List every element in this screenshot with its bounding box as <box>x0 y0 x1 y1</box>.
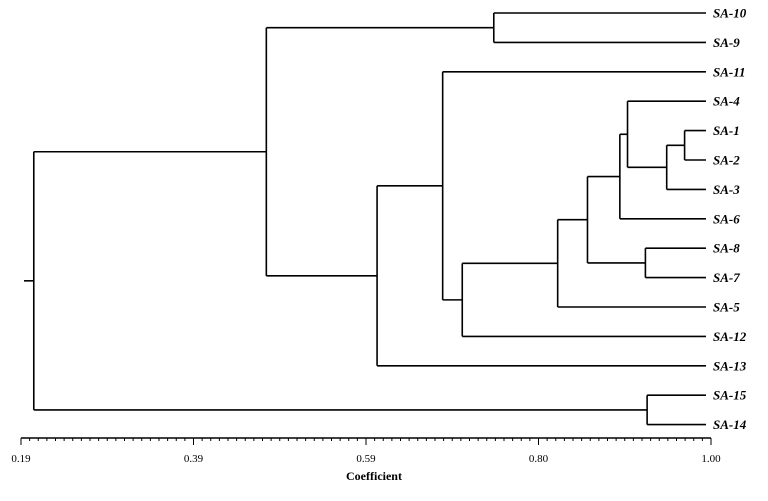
leaf-label: SA-9 <box>713 35 740 50</box>
tick-label: 0.80 <box>529 453 549 465</box>
x-axis: 0.19 0.39 0.59 0.80 1.00 Coefficient <box>11 437 721 483</box>
leaf-label: SA-13 <box>713 358 747 373</box>
x-axis-ticks: 0.19 0.39 0.59 0.80 1.00 <box>11 438 721 465</box>
leaf-label: SA-12 <box>713 329 747 344</box>
leaf-label: SA-15 <box>713 388 747 403</box>
leaf-label: SA-2 <box>713 153 740 168</box>
leaf-label: SA-10 <box>713 6 747 21</box>
leaf-label: SA-7 <box>713 270 740 285</box>
tick-label: 1.00 <box>701 453 721 465</box>
leaf-label: SA-5 <box>713 300 740 315</box>
leaf-label: SA-4 <box>713 94 740 109</box>
leaf-label: SA-8 <box>713 241 740 256</box>
leaf-labels: SA-10 SA-9 SA-11 SA-4 SA-1 SA-2 SA-3 SA-6 SA-8 SA… <box>713 6 747 433</box>
leaf-label: SA-3 <box>713 182 740 197</box>
tick-label: 0.59 <box>356 453 376 465</box>
tick-label: 0.39 <box>184 453 204 465</box>
leaf-label: SA-1 <box>713 123 740 138</box>
leaf-label: SA-14 <box>713 417 747 432</box>
leaf-label: SA-6 <box>713 211 740 226</box>
tick-label: 0.19 <box>11 453 31 465</box>
x-axis-title: Coefficient <box>346 469 402 483</box>
leaf-label: SA-11 <box>713 64 746 79</box>
dendrogram-branches <box>24 12 706 426</box>
